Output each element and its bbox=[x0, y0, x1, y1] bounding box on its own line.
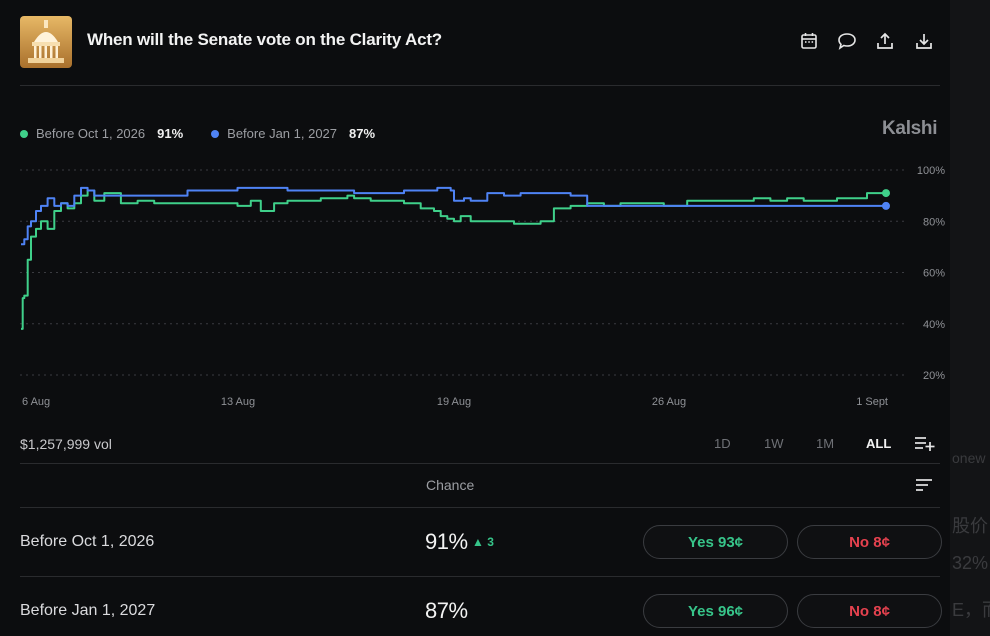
buy-yes-button[interactable]: Yes 93¢ bbox=[643, 525, 788, 559]
download-icon[interactable] bbox=[913, 30, 935, 52]
volume-label: $1,257,999 vol bbox=[20, 436, 112, 452]
x-tick-label: 19 Aug bbox=[437, 396, 471, 408]
calendar-icon[interactable] bbox=[798, 30, 820, 52]
buy-yes-button[interactable]: Yes 96¢ bbox=[643, 594, 788, 628]
chance-delta: ▲ 3 bbox=[472, 535, 494, 549]
legend-item-jan: Before Jan 1, 2027 87% bbox=[211, 126, 375, 141]
buy-no-button[interactable]: No 8¢ bbox=[797, 594, 942, 628]
legend-value: 91% bbox=[157, 126, 184, 141]
comment-icon[interactable] bbox=[836, 30, 858, 52]
x-tick-label: 6 Aug bbox=[22, 396, 50, 408]
outcome-label[interactable]: Before Jan 1, 2027 bbox=[20, 602, 156, 619]
range-1w[interactable]: 1W bbox=[764, 436, 784, 451]
background-text: onew bbox=[952, 450, 986, 466]
y-tick-label: 40% bbox=[923, 319, 945, 331]
chance-column-header: Chance bbox=[426, 477, 475, 493]
capitol-building-icon bbox=[20, 16, 72, 68]
background-text: 股价 bbox=[952, 516, 988, 536]
y-tick-label: 100% bbox=[917, 165, 945, 177]
market-title: When will the Senate vote on the Clarity… bbox=[87, 30, 442, 49]
controls-divider bbox=[20, 463, 940, 464]
outcome-chance: 87% bbox=[425, 598, 468, 623]
buy-no-button[interactable]: No 8¢ bbox=[797, 525, 942, 559]
series-end-point bbox=[882, 201, 890, 210]
background-text: E，而 bbox=[952, 600, 990, 620]
legend-label: Before Jan 1, 2027 bbox=[227, 126, 338, 141]
y-tick-label: 20% bbox=[923, 370, 945, 382]
add-to-list-icon[interactable] bbox=[914, 434, 936, 452]
x-tick-label: 1 Sept bbox=[856, 396, 888, 408]
background-page-strip: onew 股价 32% E，而 bbox=[950, 0, 990, 636]
market-panel: When will the Senate vote on the Clarity… bbox=[0, 16, 950, 628]
series-line-oct bbox=[21, 189, 887, 330]
outcome-chance: 91% bbox=[425, 529, 468, 554]
x-tick-label: 13 Aug bbox=[221, 396, 255, 408]
row-divider bbox=[20, 576, 940, 577]
outcome-label[interactable]: Before Oct 1, 2026 bbox=[20, 533, 155, 550]
y-tick-label: 80% bbox=[923, 216, 945, 228]
x-tick-label: 26 Aug bbox=[652, 396, 686, 408]
price-chart[interactable]: 100% 80% 60% 40% 20% 6 Aug 13 Aug 19 Aug 26 Aug 1… bbox=[0, 150, 950, 415]
range-all[interactable]: ALL bbox=[866, 436, 892, 451]
sort-icon[interactable] bbox=[914, 477, 934, 493]
series-line-jan bbox=[21, 186, 887, 246]
background-text: 32% bbox=[952, 553, 989, 573]
legend-dot-green bbox=[20, 129, 28, 138]
legend-dot-blue bbox=[211, 129, 220, 138]
share-icon[interactable] bbox=[874, 30, 896, 52]
kalshi-logo: Kalshi bbox=[882, 118, 938, 139]
legend-label: Before Oct 1, 2026 bbox=[36, 126, 146, 141]
chart-legend: Before Oct 1, 2026 91% Before Jan 1, 202… bbox=[20, 126, 375, 141]
header-row-divider bbox=[20, 507, 940, 508]
range-1m[interactable]: 1M bbox=[816, 436, 835, 451]
legend-item-oct: Before Oct 1, 2026 91% bbox=[20, 126, 183, 141]
range-1d[interactable]: 1D bbox=[714, 436, 731, 451]
header-divider bbox=[20, 85, 940, 86]
y-tick-label: 60% bbox=[923, 268, 945, 280]
legend-value: 87% bbox=[349, 126, 376, 141]
series-end-point bbox=[882, 189, 890, 198]
